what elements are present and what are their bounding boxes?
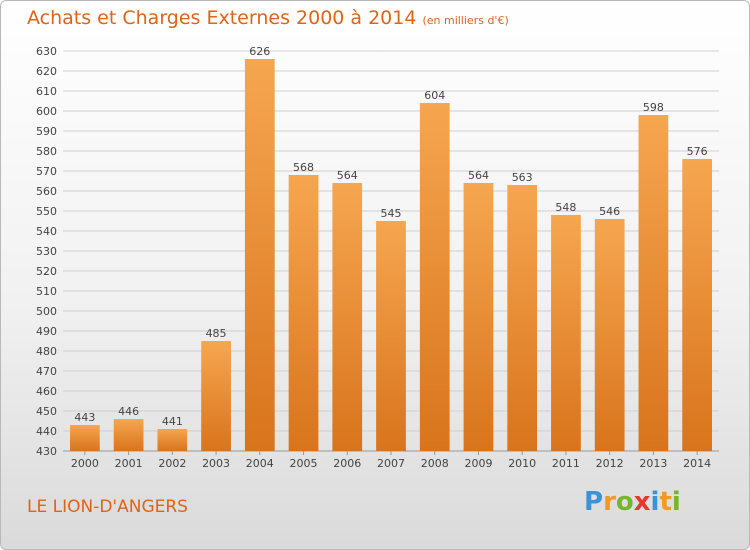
logo-letter: P: [584, 487, 604, 517]
x-tick-label-2011: 2011: [552, 457, 580, 470]
logo-letter: i: [671, 487, 681, 517]
y-tick-label: 610: [36, 85, 57, 98]
y-tick-label: 460: [36, 385, 57, 398]
y-tick-label: 560: [36, 185, 57, 198]
chart-subtitle: (en milliers d'€): [422, 14, 509, 27]
bar-2008: [419, 103, 450, 451]
y-tick-label: 520: [36, 265, 57, 278]
data-label-2011: 548: [555, 201, 576, 214]
bar-2006: [332, 183, 363, 451]
y-tick-label: 630: [36, 45, 57, 58]
data-label-2007: 545: [381, 207, 402, 220]
bar-2010: [507, 185, 538, 451]
bar-2002: [157, 429, 188, 451]
y-tick-label: 440: [36, 425, 57, 438]
x-tick-label-2012: 2012: [596, 457, 624, 470]
y-tick-label: 620: [36, 65, 57, 78]
data-label-2000: 443: [74, 411, 95, 424]
y-tick-label: 590: [36, 125, 57, 138]
y-tick-label: 500: [36, 305, 57, 318]
chart-title: Achats et Charges Externes 2000 à 2014 (e…: [27, 7, 509, 29]
y-axis-ticks: 430 440 450 460 470 480 490 500 510 520 530 540 550 5…: [36, 45, 57, 458]
bar-2011: [551, 215, 581, 451]
x-tick-label-2014: 2014: [683, 457, 711, 470]
y-tick-label: 540: [36, 225, 57, 238]
x-tick-label-2009: 2009: [464, 457, 492, 470]
bar-2009: [463, 183, 494, 451]
y-tick-label: 580: [36, 145, 57, 158]
chart-title-text: Achats et Charges Externes 2000 à 2014: [27, 7, 417, 29]
bar-2005: [288, 175, 319, 451]
y-tick-label: 430: [36, 445, 57, 458]
x-tick-label-2002: 2002: [158, 457, 186, 470]
logo-letter: t: [659, 487, 672, 517]
y-tick-label: 600: [36, 105, 57, 118]
bars: 443 446 441 485 626 568 564 545 604 564 563 548 546 5…: [69, 45, 713, 451]
bar-2004: [244, 59, 275, 451]
x-tick-label-2006: 2006: [333, 457, 361, 470]
data-label-2001: 446: [118, 405, 139, 418]
bar-2001: [113, 419, 144, 451]
logo-letter: o: [615, 487, 634, 517]
y-tick-label: 480: [36, 345, 57, 358]
data-label-2009: 564: [468, 169, 489, 182]
bar-2012: [594, 219, 625, 451]
y-tick-label: 550: [36, 205, 57, 218]
y-tick-label: 530: [36, 245, 57, 258]
x-tick-label-2008: 2008: [421, 457, 449, 470]
y-tick-label: 470: [36, 365, 57, 378]
bar-2000: [69, 425, 100, 451]
logo-letter: x: [633, 487, 651, 517]
data-label-2008: 604: [424, 89, 445, 102]
data-label-2002: 441: [162, 415, 183, 428]
data-label-2012: 546: [599, 205, 620, 218]
x-tick-label-2004: 2004: [246, 457, 274, 470]
x-tick-label-2001: 2001: [115, 457, 143, 470]
y-tick-label: 490: [36, 325, 57, 338]
proxiti-logo: Proxiti: [584, 487, 681, 517]
x-tick-label-2000: 2000: [71, 457, 99, 470]
x-tick-label-2003: 2003: [202, 457, 230, 470]
bar-2014: [682, 159, 713, 451]
x-axis-ticks: 2000 2001 2002 2003 2004 2005 2006 2007 2008 2009…: [71, 451, 711, 470]
y-tick-label: 450: [36, 405, 57, 418]
data-label-2006: 564: [337, 169, 358, 182]
logo-letter: r: [603, 487, 616, 517]
bar-2013: [638, 115, 669, 451]
data-label-2013: 598: [643, 101, 664, 114]
bar-2007: [376, 221, 406, 451]
x-tick-label-2007: 2007: [377, 457, 405, 470]
logo-letter: i: [650, 487, 660, 517]
x-tick-label-2005: 2005: [290, 457, 318, 470]
data-label-2004: 626: [249, 45, 270, 58]
x-tick-label-2013: 2013: [639, 457, 667, 470]
y-tick-label: 510: [36, 285, 57, 298]
data-label-2010: 563: [512, 171, 533, 184]
data-label-2005: 568: [293, 161, 314, 174]
y-tick-label: 570: [36, 165, 57, 178]
x-tick-label-2010: 2010: [508, 457, 536, 470]
bar-2003: [201, 341, 231, 451]
data-label-2014: 576: [687, 145, 708, 158]
city-name: LE LION-D'ANGERS: [27, 497, 188, 517]
data-label-2003: 485: [206, 327, 227, 340]
